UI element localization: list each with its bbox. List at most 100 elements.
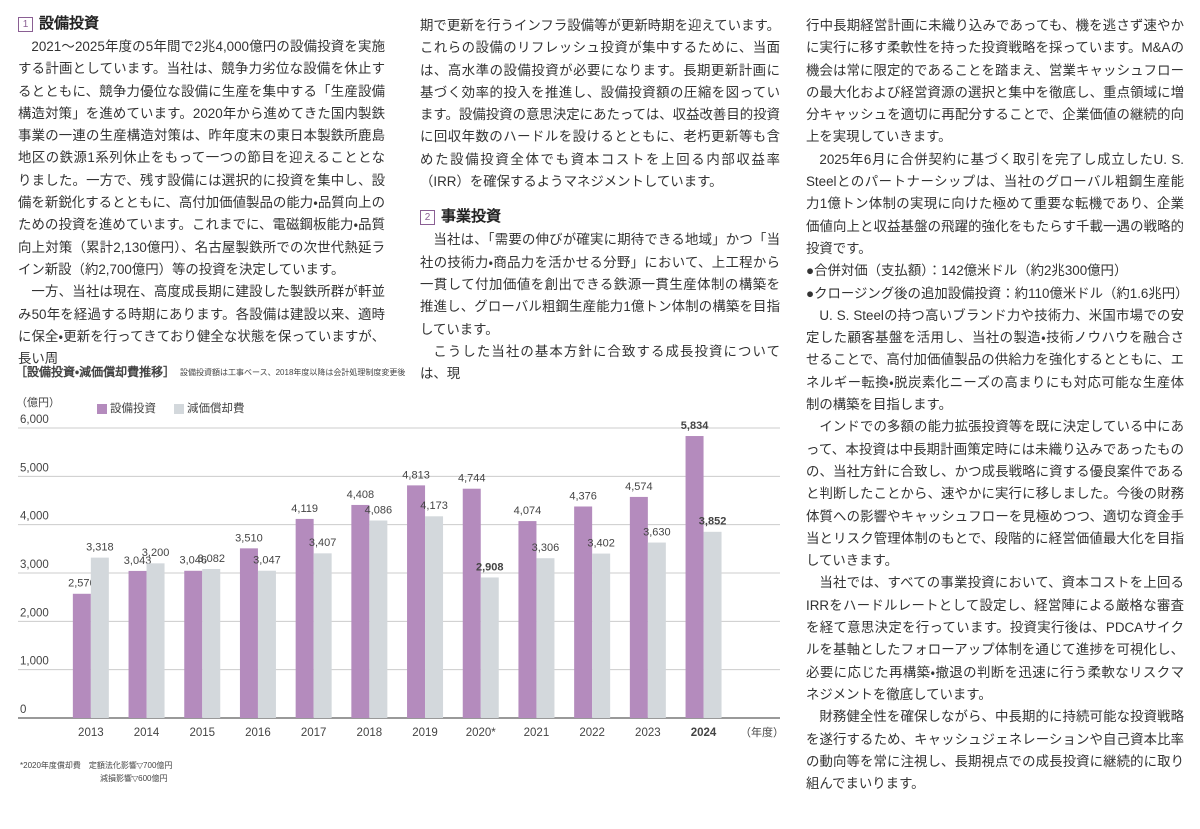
value-label: 3,047 [253,555,281,567]
bar [425,516,444,718]
bar [202,569,221,718]
y-tick-label: 5,000 [20,462,49,474]
y-tick-label: 6,000 [20,414,49,426]
x-tick-label: 2022 [579,727,605,739]
legend-swatch [174,404,184,414]
bar [257,570,276,718]
bar [313,553,332,718]
bar [536,558,555,718]
y-tick-label: 1,000 [20,656,49,668]
value-label: 3,407 [309,537,337,549]
section-number: 2 [420,209,435,225]
x-axis-label: （年度） [740,725,784,739]
x-tick-label: 2023 [635,727,661,739]
value-label: 4,813 [402,469,430,481]
bar [518,521,537,718]
value-label: 2,908 [476,561,504,573]
bar [90,557,109,718]
value-label: 3,200 [142,547,170,559]
chart-subtitle: 設備投資額は工事ベース、2018年度以降は会計処理制度変更後 [180,367,405,377]
paragraph: 2025年6月に合併契約に基づく取引を完了し成立したU. S. Steelとのパ… [806,151,1184,256]
y-tick-label: 3,000 [20,559,49,571]
section-number: 1 [18,16,33,32]
value-label: 2,570 [68,578,96,590]
legend-label: 減価償却費 [187,401,245,415]
y-tick-label: 4,000 [20,511,49,523]
bar [239,548,258,718]
value-label: 3,043 [124,555,152,567]
value-label: 3,852 [699,516,727,528]
value-label: 4,074 [514,505,542,517]
value-label: 4,173 [420,500,448,512]
value-label: 5,834 [681,420,709,432]
x-tick-label: 2021 [524,727,550,739]
bar [351,504,370,718]
section-heading: 1 設備投資 [18,12,385,36]
value-label: 4,574 [625,481,653,493]
x-tick-label: 2024 [691,727,717,739]
bar [295,518,314,718]
x-tick-label: 2020* [466,727,497,739]
paragraph: U. S. Steelの持つ高いブランド力や技術力、米国市場での安定した顧客基盤… [806,307,1184,413]
bar [480,577,499,718]
middle-column: 期で更新を行うインフラ設備等が更新時期を迎えています。これらの設備のリフレッシュ… [420,15,780,385]
x-tick-label: 2014 [134,727,160,739]
legend-swatch [97,404,107,414]
bar [592,553,611,718]
paragraph: 一方、当社は現在、高度成長期に建設した製鉄所群が軒並み50年を経過する時期にあり… [18,284,385,367]
bar [647,542,666,718]
chart-title: ［設備投資・減価償却費推移］ [15,364,175,379]
x-tick-label: 2019 [412,727,438,739]
bar [128,570,147,718]
right-column: 行中長期経営計画に未織り込みであっても、機を逃さず速やかに実行に移す柔軟性を持っ… [806,15,1189,795]
y-tick-label: 2,000 [20,607,49,619]
paragraph: 期で更新を行うインフラ設備等が更新時期を迎えています。これらの設備のリフレッシュ… [420,18,780,190]
paragraph: 財務健全性を確保しながら、中長期的に持続可能な投資戦略を遂行するため、キャッシュ… [806,709,1184,792]
footnote: *2020年度償却費 定額法化影響▽700億円 [20,760,172,770]
value-label: 3,306 [532,542,560,554]
value-label: 4,408 [347,489,375,501]
value-label: 3,082 [197,553,225,565]
bar [369,520,388,718]
value-label: 4,376 [569,490,597,502]
paragraph: 当社は、「需要の伸びが確実に期待できる地域」かつ「当社の技術力・商品力を活かせる… [420,232,780,337]
x-tick-label: 2018 [357,727,383,739]
bullet: ●クロージング後の追加設備投資：約110億米ドル（約1.6兆円） [806,285,1189,301]
value-label: 3,318 [86,542,114,554]
value-label: 3,046 [179,555,207,567]
bar [685,436,704,718]
x-tick-label: 2013 [78,727,104,739]
legend-label: 設備投資 [110,401,156,415]
paragraph: こうした当社の基本方針に合致する成長投資については、現 [420,343,780,382]
x-tick-label: 2016 [245,727,271,739]
section-title: 設備投資 [39,15,100,32]
bullet: ●合併対価（支払額）：142億米ドル（約2兆300億円） [806,263,1128,279]
value-label: 3,630 [643,526,671,538]
y-axis-label: （億円） [16,396,60,409]
bar [629,496,648,718]
paragraph: 2021～2025年度の5年間で2兆4,000億円の設備投資を実施する計画として… [18,39,385,277]
value-label: 4,086 [365,504,393,516]
y-tick-label: 0 [20,704,26,716]
bar [462,488,481,718]
bar [184,570,203,718]
footnote: 減損影響▽600億円 [100,773,168,783]
bar [407,485,426,718]
value-label: 3,510 [235,532,263,544]
value-label: 4,119 [291,503,318,515]
bar [574,506,593,718]
section-title: 事業投資 [441,208,502,226]
value-label: 3,402 [587,537,615,549]
paragraph: 行中長期経営計画に未織り込みであっても、機を逃さず速やかに実行に移す柔軟性を持っ… [806,18,1184,145]
x-tick-label: 2015 [189,727,215,739]
left-column: 1 設備投資 2021～2025年度の5年間で2兆4,000億円の設備投資を実施す… [18,12,385,370]
chart: ［設備投資・減価償却費推移］ 設備投資額は工事ベース、2018年度以降は会計処理… [15,364,784,783]
bar [703,531,722,718]
paragraph: インドでの多額の能力拡張投資等を既に決定している中にあって、本投資は中長期計画策… [806,419,1184,569]
bar [72,593,91,718]
paragraph: 当社では、すべての事業投資において、資本コストを上回るIRRをハードルレートとし… [806,575,1184,702]
bar [146,563,165,718]
value-label: 4,744 [458,473,486,485]
x-tick-label: 2017 [301,727,327,739]
